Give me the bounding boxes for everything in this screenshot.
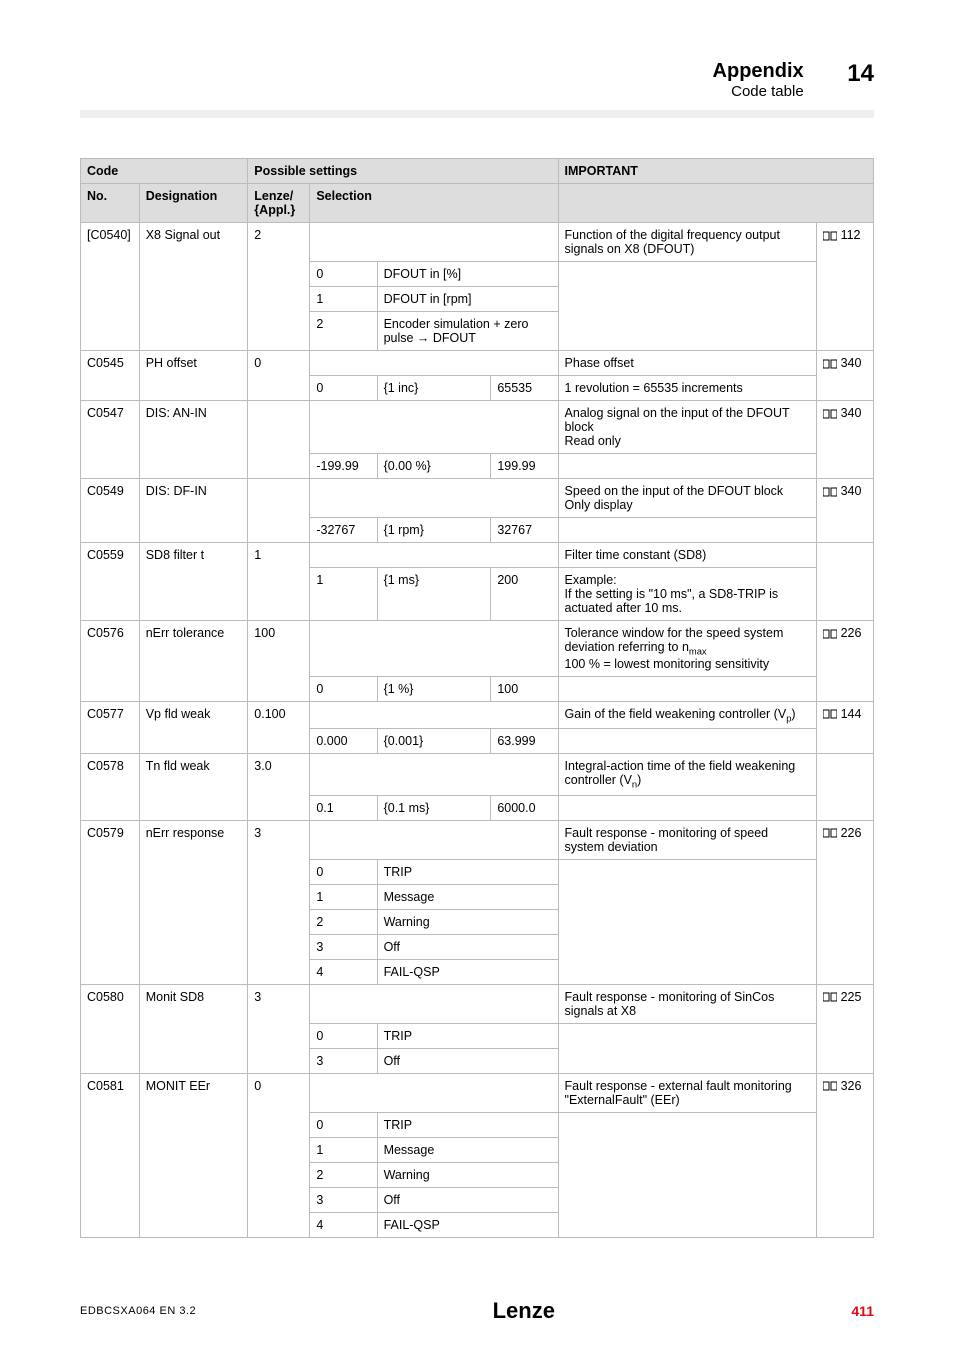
table-row: C0580 Monit SD8 3 Fault response - monit… bbox=[81, 984, 874, 1023]
code-table: Code Possible settings IMPORTANT No. Des… bbox=[80, 158, 874, 1238]
book-icon bbox=[823, 356, 837, 370]
book-icon bbox=[823, 990, 837, 1004]
hdr-lenze: Lenze/{Appl.} bbox=[248, 184, 310, 223]
book-icon bbox=[823, 826, 837, 840]
table-row: C0578 Tn fld weak 3.0 Integral-action ti… bbox=[81, 754, 874, 796]
hdr-important: IMPORTANT bbox=[558, 159, 873, 184]
code-name: X8 Signal out bbox=[139, 223, 248, 351]
table-row: [C0540] X8 Signal out 2 Function of the … bbox=[81, 223, 874, 262]
book-icon bbox=[823, 1079, 837, 1093]
header-title: Appendix bbox=[713, 60, 804, 83]
page-footer: EDBCSXA064 EN 3.2 Lenze 411 bbox=[80, 1298, 874, 1324]
footer-doc-id: EDBCSXA064 EN 3.2 bbox=[80, 1305, 196, 1317]
code-no: [C0540] bbox=[81, 223, 140, 351]
table-row: C0576 nErr tolerance 100 Tolerance windo… bbox=[81, 621, 874, 677]
hdr-designation: Designation bbox=[139, 184, 248, 223]
page-number: 411 bbox=[851, 1303, 874, 1319]
book-icon bbox=[823, 626, 837, 640]
header-subtitle: Code table bbox=[713, 83, 804, 100]
hdr-code: Code bbox=[81, 159, 248, 184]
book-icon bbox=[823, 707, 837, 721]
table-row: C0549 DIS: DF-IN Speed on the input of t… bbox=[81, 479, 874, 518]
page-ref: 112 bbox=[817, 223, 874, 351]
page-header: Appendix Code table 14 bbox=[80, 60, 874, 118]
table-row: C0547 DIS: AN-IN Analog signal on the in… bbox=[81, 401, 874, 454]
book-icon bbox=[823, 406, 837, 420]
code-desc: Function of the digital frequency output… bbox=[558, 223, 817, 262]
table-row: C0577 Vp fld weak 0.100 Gain of the fiel… bbox=[81, 701, 874, 729]
table-row: C0559 SD8 filter t 1 Filter time constan… bbox=[81, 543, 874, 568]
hdr-no: No. bbox=[81, 184, 140, 223]
brand-logo: Lenze bbox=[493, 1298, 555, 1324]
hdr-important-empty bbox=[558, 184, 873, 223]
table-row: C0545 PH offset 0 Phase offset 340 bbox=[81, 351, 874, 376]
table-row: C0581 MONIT EEr 0 Fault response - exter… bbox=[81, 1073, 874, 1112]
book-icon bbox=[823, 228, 837, 242]
chapter-number: 14 bbox=[847, 60, 874, 88]
book-icon bbox=[823, 484, 837, 498]
lenze-val: 2 bbox=[248, 223, 310, 351]
hdr-selection: Selection bbox=[310, 184, 558, 223]
table-row: C0579 nErr response 3 Fault response - m… bbox=[81, 820, 874, 859]
hdr-possible: Possible settings bbox=[248, 159, 558, 184]
